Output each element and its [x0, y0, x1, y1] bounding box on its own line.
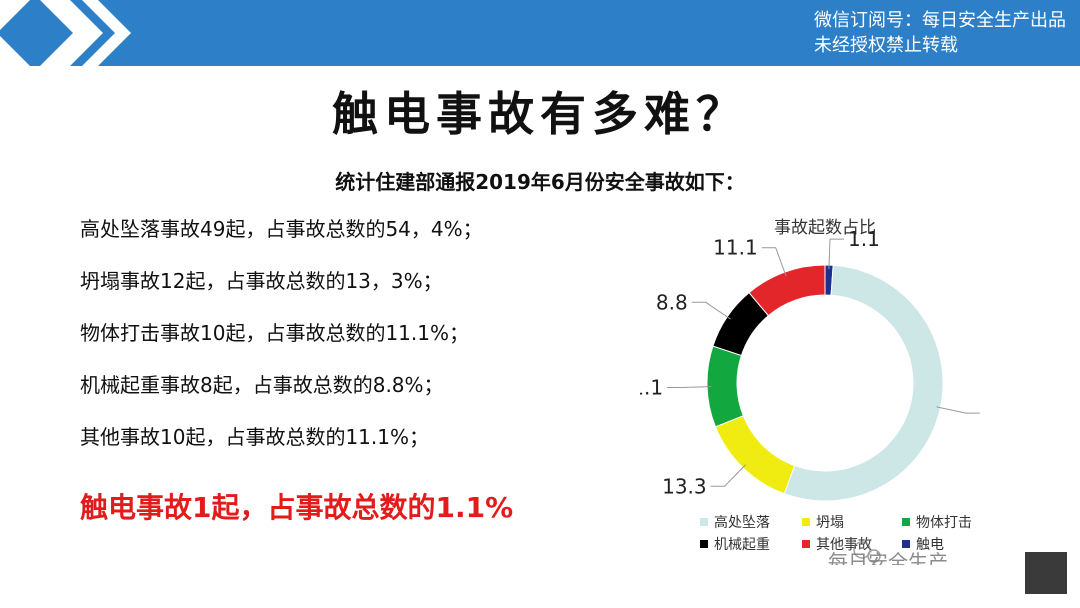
double-chevron-icon [0, 0, 131, 66]
chart-labels: 1.154.413.311.18.811.1 [640, 227, 980, 498]
donut-slice [748, 264, 826, 317]
data-label: 13.3 [662, 474, 707, 498]
leader-line [761, 247, 787, 277]
donut-slice [706, 345, 744, 428]
legend-swatch [902, 518, 910, 526]
legend-label: 其他事故 [816, 537, 872, 553]
stat-item: 高处坠落事故49起，占事故总数的54，4%； [80, 217, 483, 241]
highlight-text: 触电事故1起，占事故总数的1.1% [80, 491, 514, 524]
leader-line [710, 464, 746, 487]
header-line-2: 未经授权禁止转载 [814, 35, 958, 56]
chart-slices [706, 264, 944, 502]
legend-label: 坍塌 [816, 515, 844, 531]
data-label: 1.1 [848, 227, 880, 251]
header-text: 微信订阅号：每日安全生产出品 未经授权禁止转载 [814, 8, 1066, 58]
legend-label: 触电 [916, 537, 944, 553]
data-label: 8.8 [656, 290, 688, 314]
stats-list: 高处坠落事故49起，占事故总数的54，4%； 坍塌事故12起，占事故总数的13，… [80, 214, 483, 474]
watermark-box [1025, 552, 1067, 594]
page-title: 触电事故有多难？ [332, 87, 748, 141]
donut-slice [714, 415, 796, 495]
legend-swatch [700, 540, 708, 548]
data-label: 11.1 [640, 376, 663, 400]
chart-title: 事故起数占比 [774, 218, 876, 238]
stat-item: 物体打击事故10起，占事故总数的11.1%； [80, 321, 469, 345]
legend-label: 机械起重 [714, 537, 770, 553]
legend-swatch [902, 540, 910, 548]
stat-item: 坍塌事故12起，占事故总数的13，3%； [80, 269, 443, 293]
header-bar: 微信订阅号：每日安全生产出品 未经授权禁止转载 [0, 0, 1080, 66]
donut-slice [783, 264, 944, 502]
leader-line [936, 406, 980, 414]
legend-swatch [802, 518, 810, 526]
stat-item: 机械起重事故8起，占事故总数的8.8%； [80, 373, 444, 397]
legend-swatch [700, 518, 708, 526]
legend-swatch [802, 540, 810, 548]
watermark-text: 每日安全生产 [828, 550, 948, 565]
legend-label: 物体打击 [916, 514, 972, 531]
leader-line [667, 386, 712, 389]
watermark-icon [853, 541, 881, 563]
data-label: 11.1 [713, 236, 758, 260]
leader-line [828, 238, 844, 270]
header-line-1: 微信订阅号：每日安全生产出品 [814, 10, 1066, 31]
legend-label: 高处坠落 [714, 514, 770, 531]
page-subtitle: 统计住建部通报2019年6月份安全事故如下： [335, 170, 745, 194]
stat-item: 其他事故10起，占事故总数的11.1%； [80, 425, 429, 449]
leader-line [691, 301, 731, 320]
donut-chart: 事故起数占比 1.154.413.311.18.811.1 高处坠落坍塌物体打击… [640, 218, 980, 565]
